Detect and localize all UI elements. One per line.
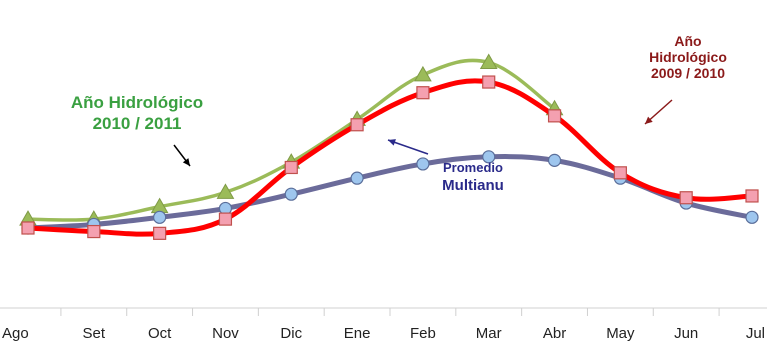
data-point-circle: [547, 153, 562, 167]
data-point-square: [218, 212, 233, 226]
annotation-promedio-arrowhead: [388, 139, 396, 146]
x-tick-label: Ago: [2, 325, 29, 342]
data-point-square: [350, 118, 364, 132]
data-point-triangle: [414, 65, 432, 82]
x-tick-label: Feb: [410, 325, 436, 342]
data-point-square: [284, 160, 298, 175]
data-point-square: [679, 191, 693, 205]
data-point-triangle: [479, 53, 498, 69]
x-tick-label: Jul: [746, 325, 765, 342]
x-tick-label: Jun: [674, 325, 698, 342]
data-point-square: [153, 226, 167, 240]
annotation-2010-2011-arrowhead: [182, 158, 190, 166]
annotation-2010-2011-text: 2010 / 2011: [93, 114, 182, 133]
data-point-circle: [416, 157, 430, 171]
annotation-2009-2010-text: Año: [674, 33, 701, 49]
x-tick-label: Nov: [212, 325, 239, 342]
data-point-triangle: [216, 183, 235, 199]
data-point-square: [482, 75, 496, 89]
annotation-promedio-text: Multianu: [442, 177, 504, 194]
data-point-circle: [153, 210, 167, 224]
x-tick-label: Ene: [344, 325, 371, 342]
x-tick-label: Oct: [148, 325, 172, 342]
data-point-circle: [745, 210, 759, 224]
x-tick-label: May: [606, 325, 635, 342]
data-point-circle: [350, 171, 364, 185]
x-tick-label: Set: [83, 325, 106, 342]
data-point-square: [21, 221, 35, 235]
annotation-2009-2010-text: Hidrológico: [649, 49, 727, 65]
data-point-circle: [482, 150, 496, 164]
data-point-square: [416, 86, 430, 100]
data-point-square: [613, 166, 627, 180]
data-point-square: [87, 224, 101, 239]
series-line-2: [25, 154, 755, 231]
annotation-2010-2011-text: Año Hidrológico: [71, 93, 203, 112]
data-point-square: [547, 109, 562, 123]
annotation-2009-2010-arrowhead: [645, 116, 653, 124]
x-tick-label: Dic: [280, 325, 302, 342]
x-tick-label: Abr: [543, 325, 566, 342]
annotation-2009-2010-text: 2009 / 2010: [651, 65, 725, 81]
data-point-square: [745, 189, 759, 203]
data-point-circle: [284, 187, 298, 201]
annotation-promedio-text: Promedio: [443, 160, 503, 175]
x-tick-label: Mar: [476, 325, 502, 342]
